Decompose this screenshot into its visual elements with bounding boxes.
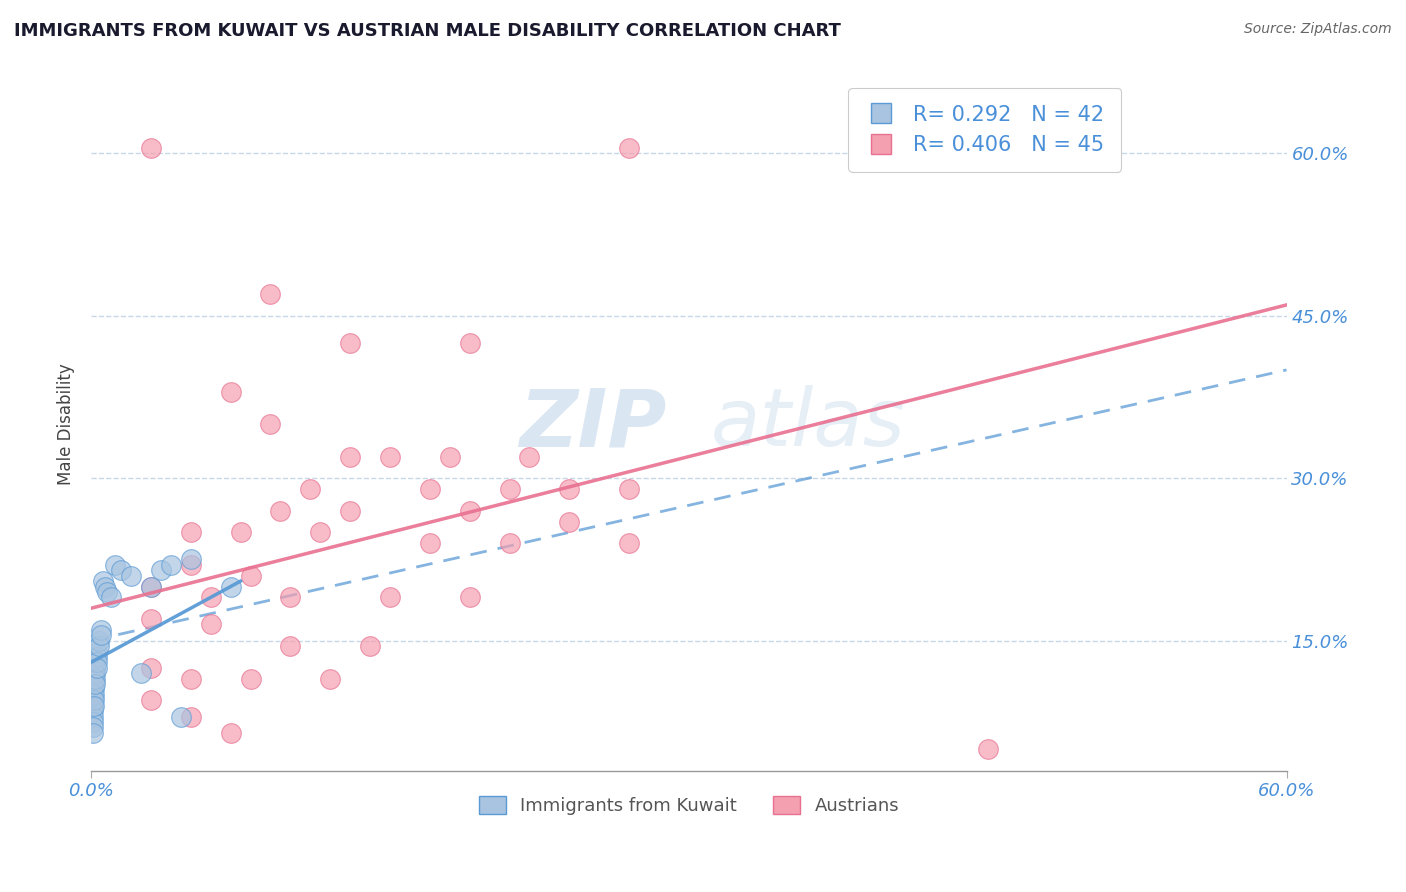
Point [82, 698, 104, 713]
Point [83, 666, 105, 681]
Point [239, 672, 262, 686]
Point [110, 563, 132, 577]
Point [83, 672, 105, 686]
Point [180, 558, 202, 572]
Point [82, 704, 104, 718]
Point [83, 677, 105, 691]
Point [200, 617, 222, 632]
Point [419, 482, 441, 496]
Point [339, 335, 361, 350]
Point [339, 504, 361, 518]
Point [617, 482, 640, 496]
Point [458, 591, 481, 605]
Point [280, 591, 302, 605]
Point [239, 568, 262, 582]
Y-axis label: Male Disability: Male Disability [58, 363, 75, 485]
Point [83, 693, 105, 707]
Point [100, 591, 122, 605]
Point [96, 585, 118, 599]
Point [90, 623, 112, 637]
Point [82, 709, 104, 723]
Point [419, 536, 441, 550]
Point [617, 536, 640, 550]
Point [219, 384, 242, 399]
Point [86, 656, 108, 670]
Point [378, 591, 401, 605]
Point [219, 726, 242, 740]
Point [519, 450, 541, 464]
Point [180, 672, 202, 686]
Point [180, 525, 202, 540]
Text: Source: ZipAtlas.com: Source: ZipAtlas.com [1244, 22, 1392, 37]
Point [299, 482, 322, 496]
Point [309, 525, 332, 540]
Legend: Immigrants from Kuwait, Austrians: Immigrants from Kuwait, Austrians [470, 787, 908, 824]
Point [82, 714, 104, 729]
Point [339, 450, 361, 464]
Point [617, 141, 640, 155]
Point [977, 742, 1000, 756]
Point [129, 666, 152, 681]
Text: atlas: atlas [711, 385, 905, 463]
Point [200, 591, 222, 605]
Point [259, 417, 281, 431]
Point [86, 661, 108, 675]
Point [84, 672, 107, 686]
Point [83, 688, 105, 702]
Point [139, 141, 162, 155]
Point [229, 525, 252, 540]
Point [558, 515, 581, 529]
Point [84, 677, 107, 691]
Point [94, 580, 117, 594]
Point [86, 644, 108, 658]
Point [558, 482, 581, 496]
Point [180, 552, 202, 566]
Point [458, 504, 481, 518]
Point [139, 693, 162, 707]
Point [84, 656, 107, 670]
Point [91, 574, 114, 588]
Point [378, 450, 401, 464]
Text: ZIP: ZIP [520, 385, 666, 463]
Point [498, 536, 520, 550]
Point [87, 639, 110, 653]
Point [87, 633, 110, 648]
Point [280, 639, 302, 653]
Point [359, 639, 381, 653]
Point [86, 649, 108, 664]
Point [82, 693, 104, 707]
Point [83, 698, 105, 713]
Point [160, 558, 183, 572]
Point [84, 666, 107, 681]
Point [139, 580, 162, 594]
Text: IMMIGRANTS FROM KUWAIT VS AUSTRIAN MALE DISABILITY CORRELATION CHART: IMMIGRANTS FROM KUWAIT VS AUSTRIAN MALE … [14, 22, 841, 40]
Point [180, 709, 202, 723]
Point [498, 482, 520, 496]
Point [84, 661, 107, 675]
Point [259, 287, 281, 301]
Point [90, 628, 112, 642]
Point [82, 688, 104, 702]
Point [458, 335, 481, 350]
Point [219, 580, 242, 594]
Point [83, 682, 105, 697]
Point [139, 612, 162, 626]
Point [82, 720, 104, 734]
Point [139, 661, 162, 675]
Point [104, 558, 127, 572]
Point [149, 563, 172, 577]
Point [319, 672, 342, 686]
Point [139, 580, 162, 594]
Point [269, 504, 291, 518]
Point [120, 568, 142, 582]
Point [439, 450, 461, 464]
Point [170, 709, 193, 723]
Point [82, 726, 104, 740]
